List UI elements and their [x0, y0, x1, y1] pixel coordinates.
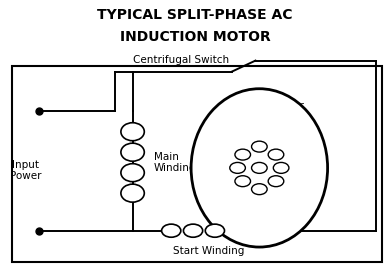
Ellipse shape	[183, 224, 203, 237]
Ellipse shape	[121, 143, 144, 161]
Ellipse shape	[191, 89, 328, 247]
Text: Start Winding: Start Winding	[173, 246, 245, 256]
Ellipse shape	[121, 184, 144, 202]
Ellipse shape	[205, 224, 225, 237]
Text: Main
Winding: Main Winding	[154, 152, 197, 173]
Text: TYPICAL SPLIT-PHASE AC: TYPICAL SPLIT-PHASE AC	[97, 8, 293, 22]
Circle shape	[252, 141, 267, 152]
Circle shape	[230, 162, 245, 173]
Circle shape	[235, 149, 250, 160]
Circle shape	[252, 162, 267, 173]
Ellipse shape	[161, 224, 181, 237]
Text: Input
Power: Input Power	[10, 160, 41, 182]
Text: Centrifugal Switch: Centrifugal Switch	[133, 55, 229, 65]
Bar	[12, 66, 382, 262]
Circle shape	[273, 162, 289, 173]
Circle shape	[268, 149, 284, 160]
Circle shape	[268, 176, 284, 187]
Text: INDUCTION MOTOR: INDUCTION MOTOR	[120, 30, 270, 44]
Ellipse shape	[121, 123, 144, 141]
Circle shape	[252, 184, 267, 195]
Ellipse shape	[121, 164, 144, 182]
Circle shape	[235, 176, 250, 187]
Text: Rotor: Rotor	[276, 101, 304, 111]
